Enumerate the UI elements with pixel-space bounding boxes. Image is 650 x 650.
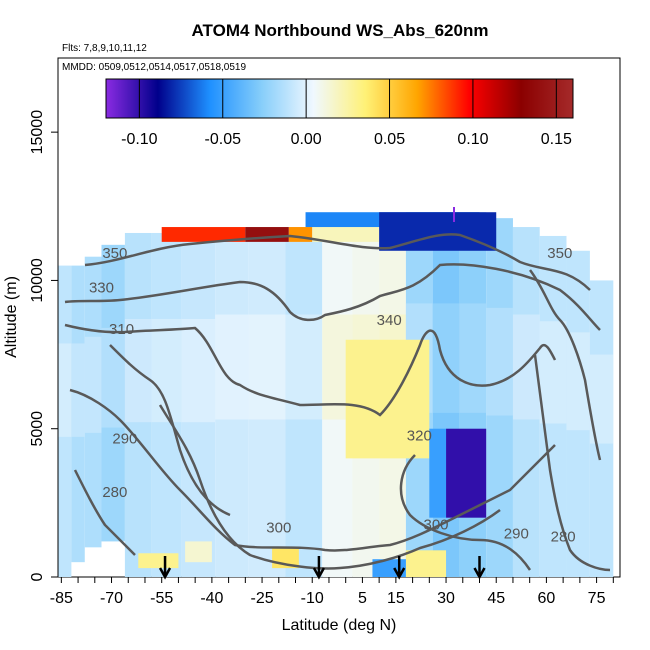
curtain-band [539,321,567,424]
contour-line [399,454,532,571]
colorbar: -0.10 -0.05 0.00 0.05 0.10 0.15 [105,78,574,148]
flight-marker-arrow [312,556,326,580]
x-tick-label: -25 [250,590,273,607]
dates-note: MMDD: 0509,0512,0514,0517,0518,0519 [62,62,246,73]
curtain-band [486,307,513,416]
contour-label-layer: 350 330 310 290 280 300 340 320 300 290 280 350 [89,245,576,545]
anomaly-patch [312,227,380,242]
x-tick-label: 30 [437,590,455,607]
anomaly-patch [185,541,212,563]
contour-label: 350 [547,245,572,262]
contour-line [158,404,501,570]
plot-region: 350 330 310 290 280 300 340 320 300 290 280 350 [57,57,621,580]
x-axis: -85 -70 -55 -40 -25 -10 5 15 30 45 60 75 [50,577,614,607]
contour-line [73,469,136,556]
contour-label: 330 [89,279,114,296]
anomaly-patch [138,553,179,569]
x-tick-label: -55 [150,590,173,607]
curtain-band [84,336,102,433]
curtain-layer [58,212,614,578]
contour-line [64,323,557,417]
contour-label: 350 [102,245,127,262]
x-tick-label: -10 [301,590,324,607]
contour-line [64,263,601,331]
x-tick-label: 15 [387,590,405,607]
contour-layer [64,233,611,572]
curtain-band [181,318,216,423]
x-tick-label: -40 [200,590,223,607]
x-axis-label: Latitude (deg N) [282,617,397,634]
curtain-band [589,354,614,444]
contour-label: 310 [109,321,134,338]
contour-line [528,269,602,461]
contour-label: 320 [407,428,432,445]
colorbar-tick-label: 0.05 [374,131,405,148]
flight-marker-arrow [393,556,406,580]
colorbar-tick-label: -0.10 [121,131,158,148]
curtain-band [58,343,72,437]
curtain-band [512,314,540,420]
x-tick-label: -85 [50,590,73,607]
flights-note: Flts: 7,8,9,10,11,12 [62,43,147,54]
y-axis-label: Altitude (m) [3,276,20,358]
flight-marker-arrow [158,556,172,580]
contour-label: 300 [423,517,448,534]
colorbar-tick-label: -0.05 [205,131,242,148]
y-tick-label: 15000 [29,110,46,155]
contour-line [84,233,591,291]
y-tick-label: 5000 [29,411,46,447]
contour-label: 280 [102,484,127,501]
colorbar-bar [105,78,574,119]
contour-line [69,388,556,552]
curtain-band [248,314,286,420]
anomaly-patch [161,227,246,242]
colorbar-tick-label: 0.10 [457,131,488,148]
y-axis: 0 5000 10000 15000 [29,110,59,581]
anomaly-patch [405,550,447,577]
x-tick-label: -70 [100,590,123,607]
colorbar-tick-label: 0.00 [291,131,322,148]
colorbar-ticks: -0.10 -0.05 0.00 0.05 0.10 0.15 [121,79,572,148]
contour-label: 290 [504,525,529,542]
flight-marker-layer [158,556,486,580]
anomaly-patch [345,339,430,459]
contour-label: 300 [266,520,291,537]
colorbar-tick-label: 0.15 [541,131,572,148]
curtain-band [71,343,85,437]
y-tick-label: 0 [29,572,46,581]
x-tick-label: 45 [487,590,505,607]
x-tick-label: 75 [588,590,606,607]
contour-label: 290 [112,431,137,448]
curtain-band [459,303,487,413]
x-tick-label: 5 [358,590,367,607]
anomaly-patch [429,428,447,518]
curtain-band [432,303,460,413]
x-tick-label: 60 [538,590,556,607]
contour-line [109,344,231,517]
chart-title: ATOM4 Northbound WS_Abs_620nm [192,21,489,40]
contour-line [533,354,611,572]
contour-label: 340 [377,312,402,329]
contour-label: 280 [551,528,576,545]
y-tick-label: 10000 [29,258,46,303]
curtain-band [566,332,590,431]
anomaly-patch [446,428,487,518]
